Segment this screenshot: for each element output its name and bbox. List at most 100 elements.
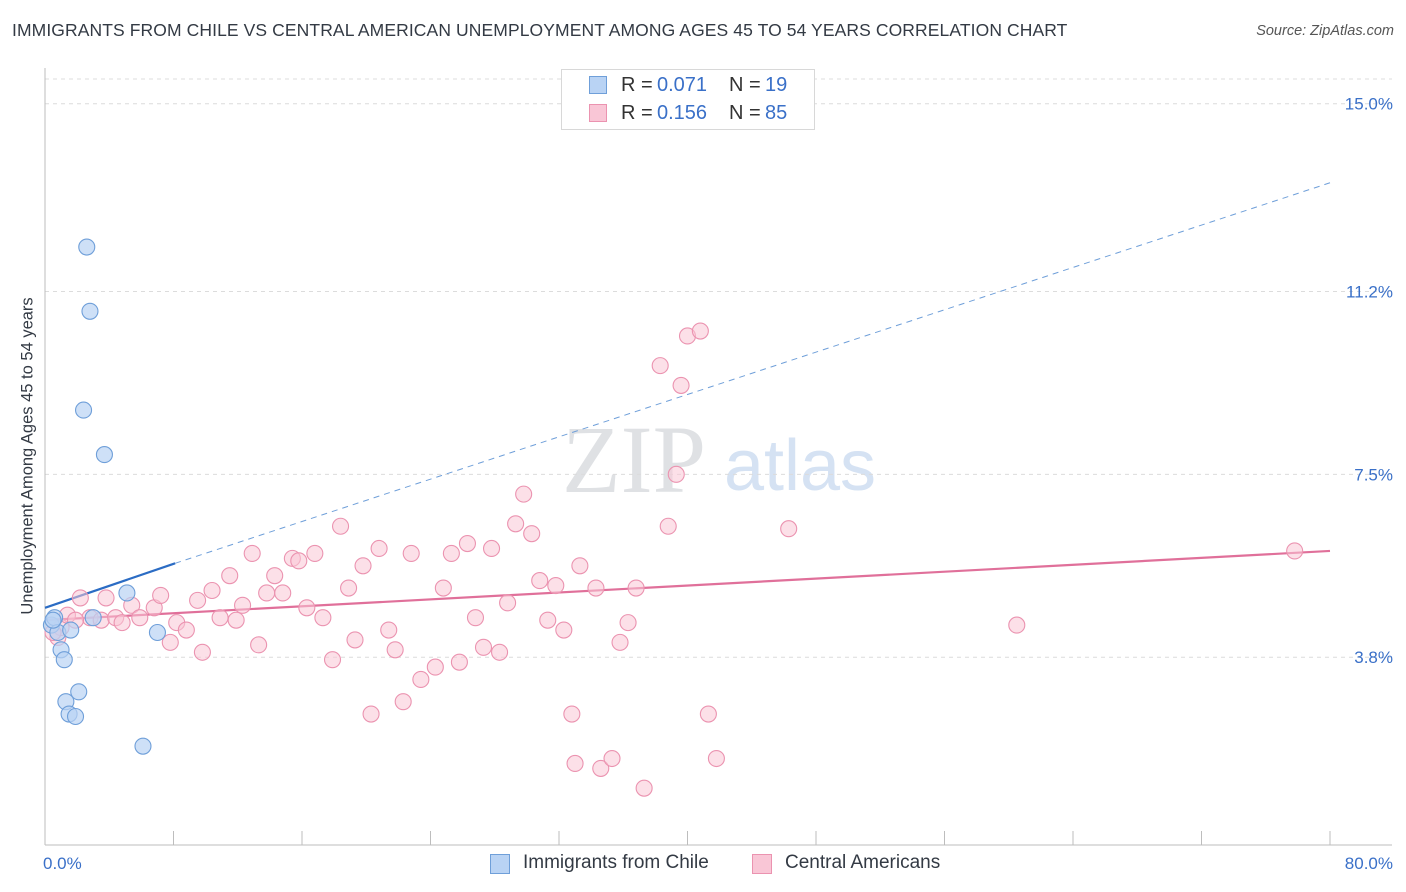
chart-title: IMMIGRANTS FROM CHILE VS CENTRAL AMERICA… (12, 20, 1068, 40)
point-central-americans (491, 643, 509, 661)
point-central-americans (131, 609, 149, 627)
point-central-americans (370, 539, 388, 558)
point-central-americans (346, 631, 364, 649)
series-swatch-chile (490, 854, 510, 874)
point-central-americans (71, 589, 89, 607)
point-chile (84, 609, 102, 627)
legend-r-label: R = (621, 102, 653, 124)
point-central-americans (659, 517, 677, 535)
point-central-americans (707, 749, 725, 768)
point-central-americans (354, 557, 372, 575)
point-central-americans (1286, 542, 1304, 560)
point-central-americans (243, 544, 261, 562)
point-chile (148, 623, 166, 642)
legend-row-chile: R = 0.071 N = 19 (562, 73, 814, 99)
point-chile (70, 683, 88, 701)
point-chile (134, 737, 152, 755)
series-label-central: Central Americans (785, 852, 941, 873)
point-central-americans (402, 544, 420, 562)
point-central-americans (458, 534, 476, 553)
point-central-americans (603, 749, 621, 768)
point-central-americans (221, 567, 239, 585)
point-chile (62, 621, 80, 639)
point-central-americans (571, 557, 589, 575)
point-central-americans (380, 621, 398, 639)
point-central-americans (331, 517, 350, 535)
point-central-americans (412, 670, 430, 688)
point-chile (44, 611, 62, 629)
legend-r-value: 0.071 (657, 74, 708, 96)
watermark-zip: ZIP (562, 406, 706, 513)
point-central-americans (482, 539, 501, 558)
point-chile (81, 302, 99, 320)
y-tick-label: 3.8% (1354, 648, 1393, 667)
point-chile (66, 707, 85, 726)
point-central-americans (227, 611, 245, 629)
point-central-americans (547, 576, 565, 595)
point-central-americans (515, 485, 533, 503)
point-chile (78, 238, 96, 256)
x-tick-label-min: 0.0% (43, 854, 82, 873)
data-points (42, 238, 1304, 797)
legend-n-value: 19 (765, 74, 788, 96)
point-central-americans (566, 754, 584, 773)
legend-swatch-central (589, 104, 607, 122)
point-central-americans (1008, 616, 1026, 634)
series-swatch-central (752, 854, 772, 874)
point-central-americans (619, 614, 637, 632)
trend-lines (44, 182, 1331, 622)
trend-line-chile (44, 562, 176, 609)
point-central-americans (193, 643, 211, 661)
trend-line-central (44, 549, 1331, 622)
point-central-americans (203, 581, 221, 600)
point-central-americans (298, 599, 316, 617)
legend-r-value: 0.156 (657, 102, 708, 124)
point-chile (118, 584, 136, 602)
point-central-americans (306, 544, 324, 562)
point-central-americans (97, 589, 115, 607)
series-label-chile: Immigrants from Chile (523, 852, 709, 873)
point-central-americans (450, 653, 468, 671)
point-central-americans (587, 579, 605, 597)
point-central-americans (386, 641, 404, 659)
point-central-americans (161, 633, 179, 651)
point-central-americans (323, 651, 342, 669)
point-central-americans (499, 594, 517, 612)
point-central-americans (635, 779, 653, 797)
point-central-americans (507, 515, 525, 533)
point-central-americans (531, 572, 549, 590)
legend-n-label: N = (729, 74, 761, 96)
legend-row-central: R = 0.156 N = 85 (562, 101, 814, 127)
point-central-americans (523, 525, 541, 543)
legend-swatch-chile (589, 76, 607, 94)
correlation-legend: R = 0.071 N = 19 R = 0.156 N = 85 (561, 69, 815, 130)
point-central-americans (394, 693, 412, 711)
point-central-americans (672, 376, 690, 394)
point-central-americans (426, 658, 444, 676)
point-chile (95, 446, 113, 464)
point-central-americans (340, 579, 358, 597)
point-central-americans (466, 609, 485, 627)
point-central-americans (667, 465, 685, 483)
point-central-americans (266, 567, 284, 585)
point-central-americans (434, 579, 452, 597)
axes (44, 68, 1392, 846)
point-central-americans (699, 705, 717, 723)
source-label: Source: ZipAtlas.com (1256, 23, 1394, 39)
point-central-americans (234, 596, 252, 614)
point-central-americans (611, 633, 629, 651)
point-central-americans (274, 584, 292, 602)
point-central-americans (314, 609, 332, 627)
x-tick-label-max: 80.0% (1345, 854, 1393, 873)
point-central-americans (250, 636, 268, 654)
tick-labels: 3.8% 7.5% 11.2% 15.0% 0.0% 80.0% (43, 95, 1393, 873)
series-legend: Immigrants from Chile Central Americans (0, 851, 1406, 879)
point-central-americans (177, 621, 195, 639)
point-central-americans (563, 705, 581, 723)
point-central-americans (651, 357, 669, 375)
watermark: ZIP atlas (562, 406, 876, 513)
point-chile (55, 651, 73, 669)
point-central-americans (555, 621, 573, 639)
point-central-americans (539, 611, 557, 629)
